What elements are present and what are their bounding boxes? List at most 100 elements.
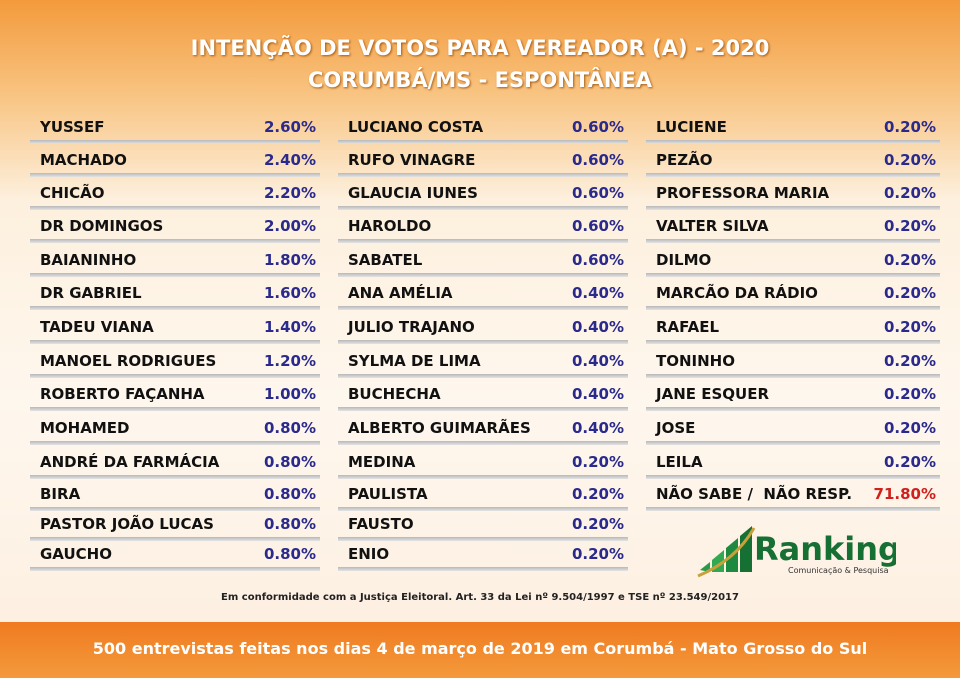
- candidate-value: 0.60%: [571, 251, 624, 269]
- row-underline: [338, 206, 628, 210]
- candidate-value: 0.60%: [571, 118, 624, 136]
- row-underline: [30, 537, 320, 541]
- row: BAIANINHO 1.80%: [30, 247, 320, 277]
- note: Em conformidade com a Justiça Eleitoral.…: [221, 592, 739, 603]
- row-underline: [30, 507, 320, 511]
- row-underline: [338, 340, 628, 344]
- title: INTENÇÃO DE VOTOS PARA VEREADOR (A) - 20…: [190, 36, 770, 60]
- candidate-value: 0.80%: [263, 453, 316, 471]
- candidate-name: MANOEL RODRIGUES: [40, 352, 217, 370]
- row: LUCIENE 0.20%: [646, 114, 940, 144]
- candidate-value: 0.20%: [883, 385, 936, 403]
- candidate-value: 0.20%: [883, 284, 936, 302]
- candidate-name: SABATEL: [348, 251, 423, 269]
- row-underline: [338, 537, 628, 541]
- candidate-name: SYLMA DE LIMA: [348, 352, 481, 370]
- candidate-name: DILMO: [656, 251, 712, 269]
- row-underline: [30, 140, 320, 144]
- candidate-value: 0.20%: [571, 485, 624, 503]
- candidate-value: 2.20%: [263, 184, 316, 202]
- candidate-value: 0.20%: [883, 352, 936, 370]
- row: PASTOR JOÃO LUCAS 0.80%: [30, 511, 320, 541]
- candidate-name: RUFO VINAGRE: [348, 151, 476, 169]
- candidate-name: BUCHECHA: [348, 385, 441, 403]
- row: ANDRÉ DA FARMÁCIA 0.80%: [30, 449, 320, 479]
- row-underline: [646, 306, 940, 310]
- candidate-name: MACHADO: [40, 151, 127, 169]
- row: MARCÃO DA RÁDIO 0.20%: [646, 280, 940, 310]
- row-underline: [646, 407, 940, 411]
- candidate-name: LUCIENE: [656, 118, 727, 136]
- row-underline: [646, 507, 940, 511]
- candidate-name: BAIANINHO: [40, 251, 137, 269]
- logo-tagline: Comunicação & Pesquisa: [788, 566, 889, 575]
- candidate-name: MEDINA: [348, 453, 416, 471]
- candidate-value: 0.20%: [883, 318, 936, 336]
- candidate-value: 0.80%: [263, 419, 316, 437]
- row-underline: [338, 475, 628, 479]
- candidate-value: 1.80%: [263, 251, 316, 269]
- row: DILMO 0.20%: [646, 247, 940, 277]
- candidate-value: 0.80%: [263, 515, 316, 533]
- row-underline: [30, 239, 320, 243]
- candidate-name: TONINHO: [656, 352, 735, 370]
- candidate-value: 0.20%: [883, 184, 936, 202]
- candidate-name: PEZÃO: [656, 151, 713, 169]
- row-underline: [646, 206, 940, 210]
- row-underline: [338, 306, 628, 310]
- logo-name: Ranking: [754, 530, 896, 568]
- row: JANE ESQUER 0.20%: [646, 381, 940, 411]
- candidate-value: 0.40%: [571, 419, 624, 437]
- candidate-value: 0.40%: [571, 385, 624, 403]
- candidate-value: 0.80%: [263, 485, 316, 503]
- candidate-name: GAUCHO: [40, 545, 112, 563]
- candidate-name: LEILA: [656, 453, 703, 471]
- row: JULIO TRAJANO 0.40%: [338, 314, 628, 344]
- candidate-name: PROFESSORA MARIA: [656, 184, 830, 202]
- candidate-value: 0.20%: [571, 453, 624, 471]
- row: MANOEL RODRIGUES 1.20%: [30, 348, 320, 378]
- row-underline: [338, 273, 628, 277]
- candidate-name: GLAUCIA IUNES: [348, 184, 478, 202]
- candidate-name: LUCIANO COSTA: [348, 118, 484, 136]
- candidate-name: JULIO TRAJANO: [348, 318, 475, 336]
- row: MACHADO 2.40%: [30, 147, 320, 177]
- row-underline: [338, 407, 628, 411]
- candidate-name: JOSE: [656, 419, 696, 437]
- row-underline: [30, 441, 320, 445]
- row: RUFO VINAGRE 0.60%: [338, 147, 628, 177]
- row-underline: [30, 273, 320, 277]
- candidate-name: YUSSEF: [40, 118, 105, 136]
- row: ALBERTO GUIMARÃES 0.40%: [338, 415, 628, 445]
- row-underline: [646, 475, 940, 479]
- row: ANA AMÉLIA 0.40%: [338, 280, 628, 310]
- candidate-name: ENIO: [348, 545, 390, 563]
- row: SABATEL 0.60%: [338, 247, 628, 277]
- candidate-name: DR GABRIEL: [40, 284, 142, 302]
- row-underline: [338, 441, 628, 445]
- candidate-name: PASTOR JOÃO LUCAS: [40, 515, 214, 533]
- candidate-value: 0.20%: [571, 515, 624, 533]
- row-underline: [338, 173, 628, 177]
- row: HAROLDO 0.60%: [338, 213, 628, 243]
- candidate-value: 0.40%: [571, 284, 624, 302]
- row-underline: [646, 441, 940, 445]
- row-underline: [646, 340, 940, 344]
- row: DR GABRIEL 1.60%: [30, 280, 320, 310]
- row: GAUCHO 0.80%: [30, 541, 320, 571]
- candidate-value: 0.20%: [883, 151, 936, 169]
- row: PAULISTA 0.20%: [338, 481, 628, 511]
- logo: Ranking Comunicação & Pesquisa: [697, 526, 896, 578]
- candidate-value: 0.60%: [571, 184, 624, 202]
- candidate-name: NÃO SABE / NÃO RESP.: [656, 485, 853, 503]
- row: BUCHECHA 0.40%: [338, 381, 628, 411]
- row: MEDINA 0.20%: [338, 449, 628, 479]
- row-underline: [338, 239, 628, 243]
- row: TONINHO 0.20%: [646, 348, 940, 378]
- candidate-name: RAFAEL: [656, 318, 720, 336]
- candidate-value: 0.20%: [883, 453, 936, 471]
- row-underline: [30, 475, 320, 479]
- row: MOHAMED 0.80%: [30, 415, 320, 445]
- candidate-value: 0.20%: [883, 217, 936, 235]
